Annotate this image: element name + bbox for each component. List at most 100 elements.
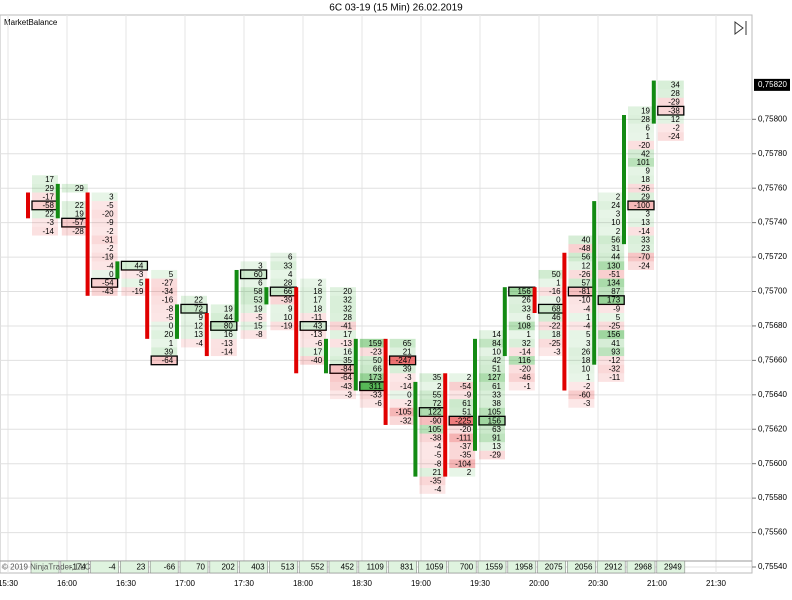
volume-cell: [419, 373, 446, 382]
cell-value: 9: [199, 313, 204, 322]
cell-value: 80: [224, 322, 233, 331]
delta-value: 452: [341, 563, 355, 572]
cell-value: 127: [488, 373, 502, 382]
panel-toggle[interactable]: [734, 21, 747, 35]
volume-cell: [300, 330, 327, 339]
delta-cell: [477, 560, 507, 574]
volume-cell: [449, 373, 476, 382]
cell-value: 5: [139, 279, 144, 288]
volume-cell: [479, 407, 505, 417]
volume-cell: [598, 304, 625, 314]
volume-cell: [419, 416, 446, 425]
cell-value: 32: [343, 304, 352, 313]
candle-body: [324, 338, 328, 374]
cell-value: -39: [281, 296, 293, 305]
cell-value: 33: [283, 261, 292, 270]
cell-value: 2: [437, 382, 442, 391]
cell-value: 4: [288, 270, 293, 279]
cell-value: -4: [434, 442, 442, 451]
volume-cell: [300, 295, 327, 305]
cell-value: 41: [611, 339, 620, 348]
delta-value: 23: [136, 563, 145, 572]
cell-value: 17: [313, 296, 322, 305]
volume-cell: [628, 252, 654, 262]
cell-value: -54: [460, 382, 472, 391]
cell-value: 3: [646, 210, 651, 219]
candle-body: [234, 269, 239, 322]
volume-cell: [568, 295, 595, 305]
cell-value: 50: [552, 270, 561, 279]
volume-cell: [628, 218, 654, 227]
cell-value: 28: [343, 313, 352, 322]
volume-cell: [91, 226, 118, 236]
cell-value: -11: [609, 373, 621, 382]
volume-cell: [597, 295, 625, 306]
delta-cell: [30, 560, 60, 574]
volume-cell: [449, 390, 476, 400]
cell-value: -2: [583, 382, 591, 391]
volume-cell: [479, 381, 505, 391]
cell-value: 28: [671, 89, 680, 98]
volume-cell: [598, 235, 625, 245]
y-tick-label: 0,75600: [758, 459, 787, 468]
cell-value: 14: [492, 330, 501, 339]
cell-value: 12: [671, 115, 680, 124]
volume-cell: [91, 287, 118, 296]
cell-value: -29: [668, 98, 680, 107]
volume-cell: [91, 201, 118, 210]
cell-value: 18: [313, 287, 322, 296]
volume-cell: [210, 320, 238, 331]
volume-cell: [598, 261, 625, 270]
cell-value: 72: [194, 304, 203, 313]
volume-cell: [628, 183, 654, 193]
cell-value: 18: [552, 330, 561, 339]
cell-value: 0: [556, 296, 561, 305]
cell-value: 311: [369, 382, 382, 391]
cell-value: 33: [522, 304, 531, 313]
cell-value: -14: [638, 227, 650, 236]
cell-value: 116: [518, 356, 531, 365]
cell-value: 5: [616, 313, 621, 322]
candle-body: [562, 252, 567, 391]
volume-cell: [657, 132, 684, 141]
delta-value: 2949: [664, 563, 682, 572]
cell-value: 2: [616, 192, 621, 201]
volume-cell: [330, 330, 356, 339]
cell-value: 0: [109, 270, 114, 279]
volume-cell: [628, 132, 654, 141]
cell-value: 0: [407, 390, 412, 399]
volume-cell: [300, 304, 327, 314]
cell-value: -17: [42, 192, 54, 201]
cell-value: 156: [607, 330, 621, 339]
cell-value: -4: [583, 322, 591, 331]
volume-cell: [628, 209, 654, 219]
cell-value: 42: [641, 149, 650, 158]
cell-value: 2: [318, 279, 323, 288]
cell-value: 55: [432, 390, 441, 399]
cell-value: 29: [641, 192, 650, 201]
cell-value: -105: [396, 408, 413, 417]
cell-value: -84: [340, 365, 352, 374]
cell-value: 5: [586, 330, 591, 339]
volume-cell: [330, 347, 356, 357]
volume-cell: [568, 313, 595, 322]
cell-value: -25: [549, 339, 561, 348]
volume-cell: [628, 261, 654, 270]
candle-body: [264, 287, 269, 305]
volume-cell: [568, 356, 595, 365]
volume-cell: [568, 347, 595, 357]
volume-cell: [479, 356, 505, 365]
y-tick-label: 0,75560: [758, 528, 787, 537]
cell-value: -38: [668, 106, 680, 115]
cell-value: 10: [283, 313, 292, 322]
volume-cell: [419, 424, 446, 434]
volume-cell: [121, 278, 148, 288]
delta-value: 700: [460, 563, 474, 572]
volume-cell: [389, 416, 416, 425]
cell-value: -1: [524, 382, 532, 391]
cell-value: -19: [102, 253, 114, 262]
